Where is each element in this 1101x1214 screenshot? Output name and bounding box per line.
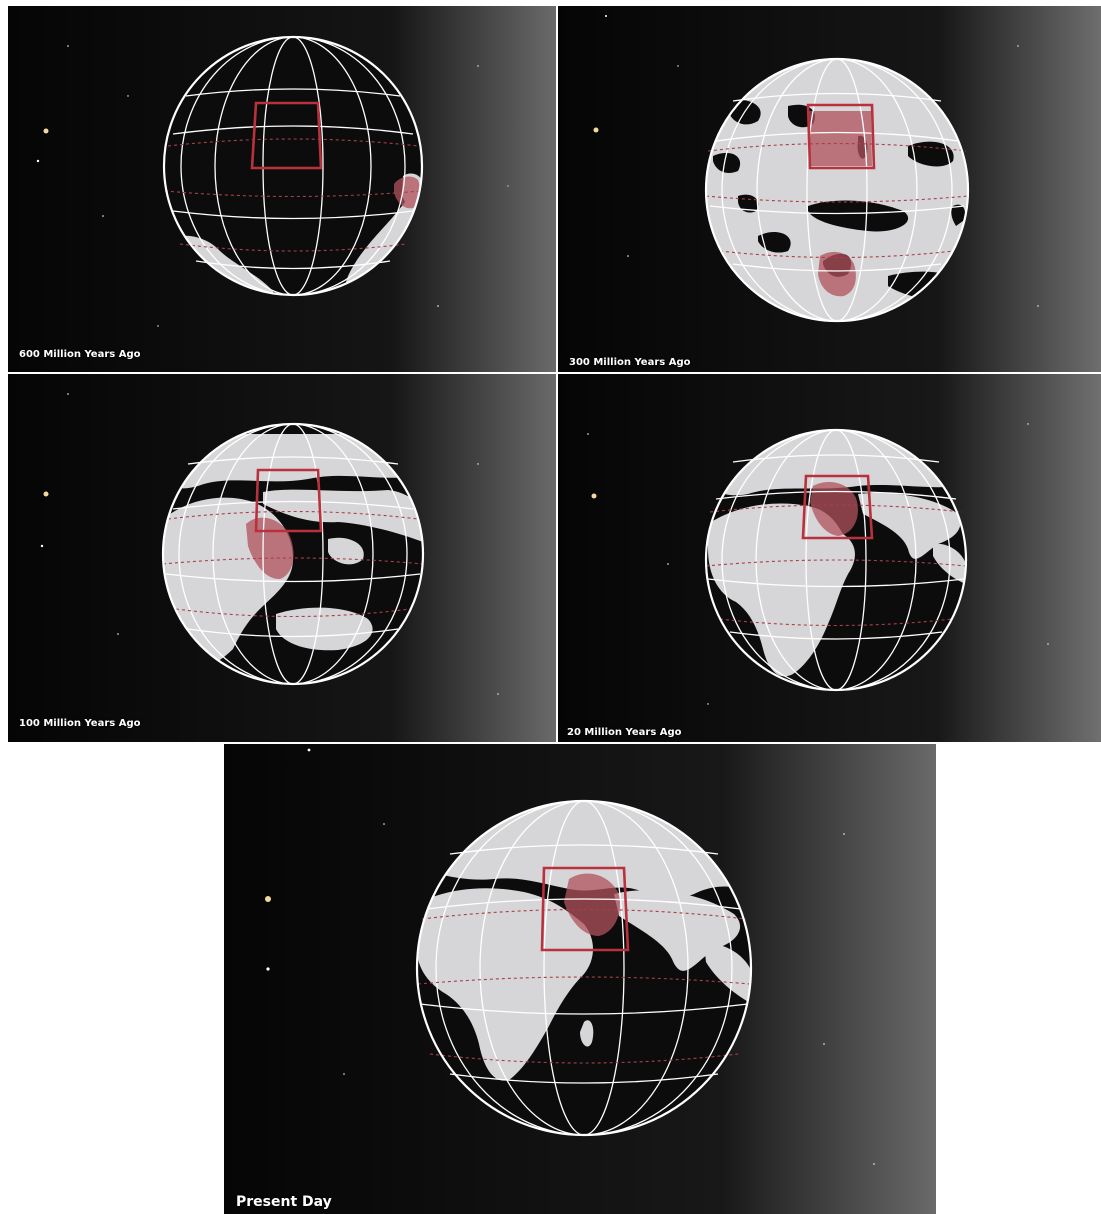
time-label: Present Day [236,1194,332,1210]
time-label: 600 Million Years Ago [19,349,141,360]
globe-scene [8,6,556,372]
star-field [587,423,1049,705]
time-label: 300 Million Years Ago [569,357,691,368]
region-frame [540,866,630,952]
globe-scene [224,744,936,1214]
panel-20-million-years-ago: 20 Million Years Ago [558,374,1101,742]
highlight-region [246,517,294,580]
highlight-region [810,482,858,536]
globe [704,428,968,692]
globe-scene [558,374,1101,742]
star-field [36,45,509,327]
region-frame [801,474,874,540]
highlight-region-framed [808,111,872,166]
panel-present-day: Present Day [224,744,936,1214]
panel-600-million-years-ago: 600 Million Years Ago [8,6,556,372]
star-field [265,748,875,1165]
star-field [40,393,499,695]
region-frame [806,103,876,170]
globe [704,57,970,323]
highlight-region [818,251,856,297]
star-field [593,15,1039,307]
region-frame [254,468,323,533]
globe-scene [558,6,1101,372]
panel-300-million-years-ago: 300 Million Years Ago [558,6,1101,372]
time-label: 100 Million Years Ago [19,718,141,729]
globe [415,799,753,1137]
globe [161,422,425,686]
globe-scene [8,374,556,742]
panel-100-million-years-ago: 100 Million Years Ago [8,374,556,742]
time-label: 20 Million Years Ago [567,727,682,738]
region-frame [250,101,323,170]
highlight-region [564,873,620,936]
